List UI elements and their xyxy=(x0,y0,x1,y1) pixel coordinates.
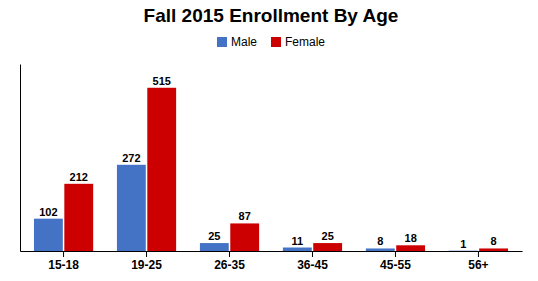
bar-series xyxy=(64,88,508,251)
bar xyxy=(449,250,478,251)
data-label: 272 xyxy=(122,152,140,164)
chart: 102 272 25 11 8 1 212 515 87 25 18 8 15-18 19-25 26-35… xyxy=(0,0,538,281)
x-tick-mark xyxy=(312,251,313,257)
legend-item: Female xyxy=(271,35,325,49)
bar xyxy=(230,223,259,251)
legend-item: Male xyxy=(217,35,257,49)
x-tick-label: 45-55 xyxy=(380,258,411,272)
data-label: 1 xyxy=(460,238,466,250)
bar xyxy=(313,243,342,251)
bar xyxy=(117,165,146,251)
legend-swatch xyxy=(217,37,227,47)
x-tick-mark xyxy=(146,251,147,257)
title: Fall 2015 Enrollment By Age xyxy=(144,5,399,26)
bar xyxy=(64,184,93,251)
data-label: 25 xyxy=(208,230,220,242)
bar xyxy=(366,248,395,251)
x-tick-mark xyxy=(395,251,396,257)
plot: 102 272 25 11 8 1 212 515 87 25 18 8 15-18 19-25 26-35… xyxy=(21,65,523,272)
bar xyxy=(283,248,312,251)
x-tick: 19-25 xyxy=(131,251,162,272)
data-label: 25 xyxy=(322,230,334,242)
bar xyxy=(147,88,176,251)
bar xyxy=(396,245,425,251)
x-axis-line xyxy=(21,251,523,252)
data-label: 11 xyxy=(291,235,303,247)
x-axis: 15-18 19-25 26-35 36-45 45-55 56+ xyxy=(21,251,523,272)
data-label: 18 xyxy=(405,232,417,244)
x-tick-mark xyxy=(478,251,479,257)
x-tick-label: 19-25 xyxy=(131,258,162,272)
bar xyxy=(34,219,63,251)
data-label: 87 xyxy=(239,210,251,222)
x-tick: 15-18 xyxy=(48,251,79,272)
legend-label: Male xyxy=(231,35,257,49)
legend-label: Female xyxy=(285,35,325,49)
x-tick: 26-35 xyxy=(214,251,245,272)
data-label: 102 xyxy=(39,206,57,218)
x-tick-label: 15-18 xyxy=(48,258,79,272)
x-tick-mark xyxy=(63,251,64,257)
x-tick-label: 56+ xyxy=(468,258,488,272)
data-label: 212 xyxy=(70,171,88,183)
y-axis-line xyxy=(20,65,21,252)
x-tick: 56+ xyxy=(468,251,488,272)
x-tick-mark xyxy=(229,251,230,257)
x-tick-label: 36-45 xyxy=(297,258,328,272)
data-label: 8 xyxy=(377,235,383,247)
bars xyxy=(34,88,508,251)
x-tick-label: 26-35 xyxy=(214,258,245,272)
data-label: 515 xyxy=(153,75,171,87)
data-labels: 102 272 25 11 8 1 212 515 87 25 18 8 xyxy=(39,75,496,250)
legend-swatch xyxy=(271,37,281,47)
bar xyxy=(479,248,508,251)
bar xyxy=(200,243,229,251)
x-tick: 36-45 xyxy=(297,251,328,272)
data-label: 8 xyxy=(491,235,497,247)
legend: Male Female xyxy=(217,35,325,49)
y-axis xyxy=(20,65,21,252)
x-tick: 45-55 xyxy=(380,251,411,272)
bar-series xyxy=(34,165,478,251)
